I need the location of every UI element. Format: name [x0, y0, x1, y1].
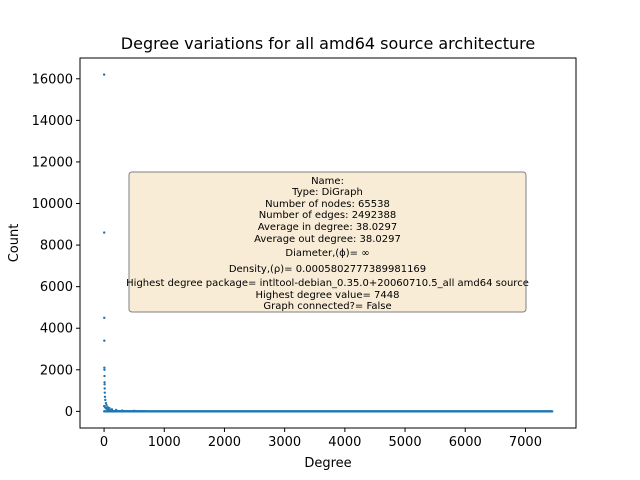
x-tick-label: 6000 [449, 435, 482, 450]
info-line: Name: [311, 176, 344, 187]
y-tick-label: 0 [65, 405, 73, 420]
y-tick-label: 6000 [40, 280, 73, 295]
data-point [102, 73, 106, 76]
data-point [102, 231, 106, 234]
info-line: Highest degree value= 7448 [256, 290, 400, 301]
data-point [103, 368, 106, 371]
scatter-marks [102, 73, 554, 413]
info-line: Average in degree: 38.0297 [258, 222, 397, 233]
x-tick-label: 1000 [148, 435, 181, 450]
x-axis-label: Degree [304, 456, 351, 471]
data-point [110, 408, 114, 411]
data-point [103, 383, 106, 386]
x-tick-label: 0 [100, 435, 108, 450]
data-point [104, 398, 107, 402]
y-tick-label: 2000 [40, 363, 73, 378]
y-tick-label: 4000 [40, 322, 73, 337]
info-line: Average out degree: 38.0297 [254, 234, 401, 245]
x-tick-label: 7000 [509, 435, 542, 450]
info-line: Diameter,(ϕ)= ∞ [285, 248, 369, 259]
data-point [103, 391, 107, 394]
data-point [103, 374, 106, 378]
y-tick-label: 8000 [40, 239, 73, 254]
data-point [108, 407, 111, 410]
x-tick-label: 3000 [268, 435, 301, 450]
data-point [103, 366, 106, 369]
data-point [120, 409, 124, 412]
data-point [103, 339, 106, 342]
data-point [105, 403, 108, 407]
plot-area [79, 57, 577, 429]
y-tick-label: 14000 [32, 114, 73, 129]
data-point [114, 408, 118, 412]
info-box-background [128, 171, 527, 313]
x-tick-label: 5000 [389, 435, 422, 450]
y-axis: 0 2000 4000 6000 8000 10000 12000 14000 16000 [32, 72, 80, 420]
plot-frame [79, 57, 577, 429]
info-line: Graph connected?= False [263, 301, 391, 312]
info-line: Highest degree package= intltool-debian_… [126, 278, 529, 289]
data-point [103, 395, 107, 399]
info-line: Type: DiGraph [291, 187, 363, 198]
data-point [132, 409, 136, 413]
y-tick-label: 12000 [32, 155, 73, 170]
y-tick-label: 16000 [32, 72, 73, 87]
chart-title: Degree variations for all amd64 source a… [121, 34, 535, 53]
data-point [103, 387, 106, 390]
x-tick-label: 4000 [328, 435, 361, 450]
y-axis-label: Count [7, 224, 22, 263]
data-point [144, 410, 148, 413]
info-line: Density,(ρ)= 0.0005802777389981169 [229, 264, 426, 275]
info-line: Number of nodes: 65538 [265, 199, 390, 210]
data-point [103, 316, 106, 320]
info-line: Number of edges: 2492388 [259, 210, 396, 221]
y-tick-label: 10000 [32, 197, 73, 212]
data-point [104, 401, 108, 405]
data-point [106, 406, 109, 409]
x-tick-label: 2000 [208, 435, 241, 450]
data-point [103, 381, 106, 384]
x-axis: 0 1000 2000 3000 4000 5000 6000 7000 [100, 428, 542, 450]
data-point [551, 410, 554, 413]
